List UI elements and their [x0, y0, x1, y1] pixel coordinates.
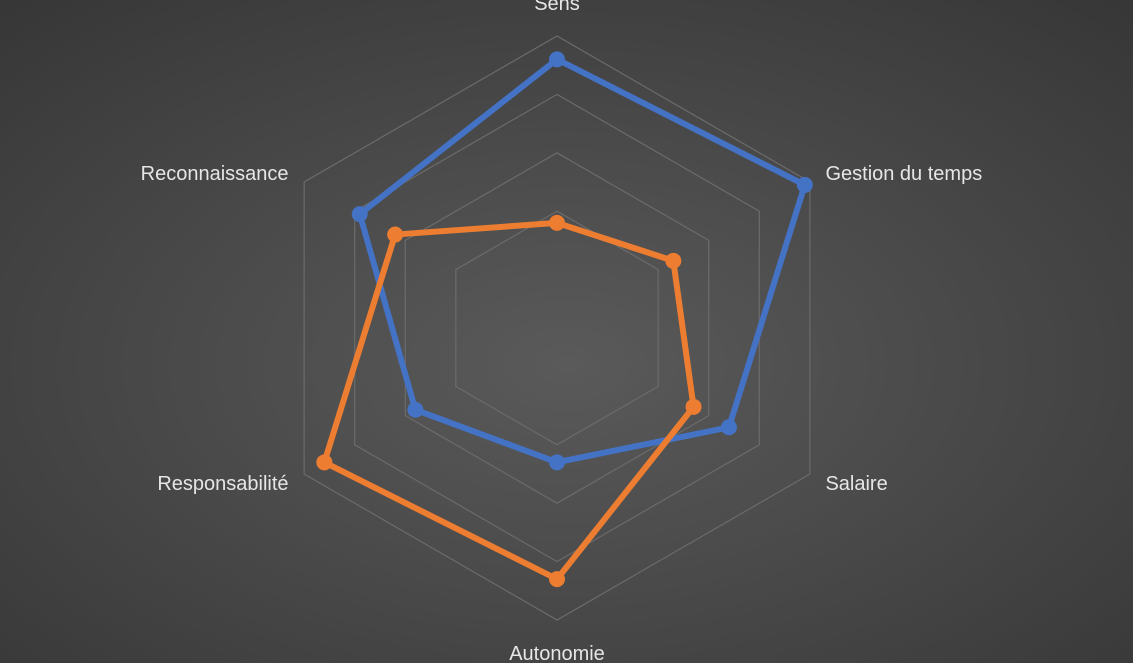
series-2-point-3 — [549, 571, 565, 588]
series-2-point-0 — [549, 214, 565, 231]
axis-label-5: Reconnaissance — [141, 163, 289, 185]
series-1-point-5 — [351, 206, 368, 223]
series-1-line — [356, 56, 808, 466]
axis-label-2: Salaire — [825, 473, 887, 495]
series-2-point-1 — [665, 252, 682, 269]
axis-label-4: Responsabilité — [157, 473, 288, 495]
grid-ring-1 — [455, 210, 659, 446]
axis-label-0: Sens — [534, 0, 580, 15]
series-1 — [351, 51, 813, 471]
series-2 — [316, 214, 702, 588]
grid-ring-2 — [404, 152, 710, 504]
axis-label-1: Gestion du temps — [825, 163, 982, 185]
series-2-line — [321, 219, 697, 583]
series-2-point-5 — [387, 226, 404, 243]
grid-ring-3 — [354, 93, 760, 563]
axis-labels: Sens Gestion du temps Salaire Autonomie Resp… — [141, 0, 983, 663]
series-2-point-4 — [316, 454, 333, 471]
series-1-point-0 — [549, 51, 565, 68]
series-1-point-4 — [407, 401, 424, 418]
series-1-point-1 — [796, 176, 813, 193]
series-1-point-2 — [720, 419, 737, 436]
radar-series — [316, 51, 813, 588]
grid-ring-4 — [303, 35, 811, 621]
radar-grid — [303, 35, 811, 621]
axis-label-3: Autonomie — [509, 643, 605, 663]
series-2-point-2 — [685, 398, 702, 415]
series-1-point-3 — [549, 454, 565, 471]
